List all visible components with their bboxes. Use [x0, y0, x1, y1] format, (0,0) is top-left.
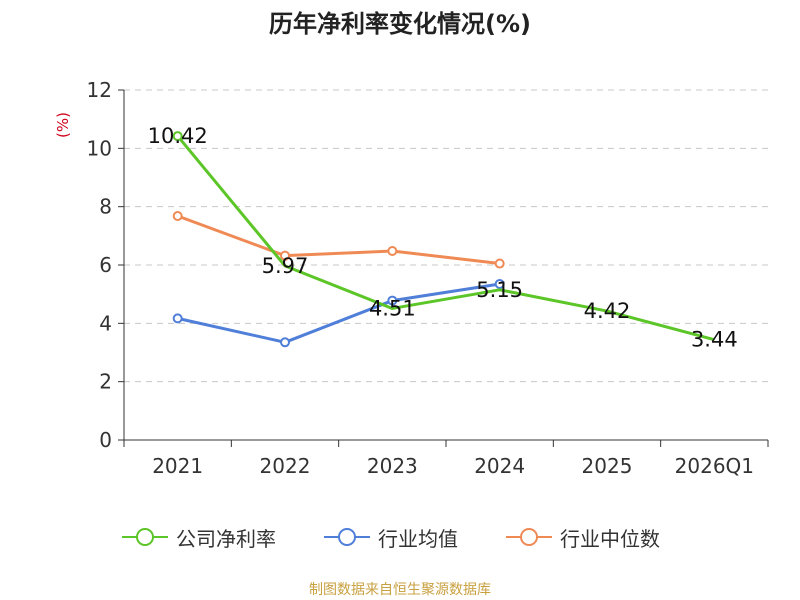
legend-item-industry-mean[interactable]: 行业均值	[322, 521, 458, 553]
legend-label: 行业均值	[378, 526, 458, 551]
y-tick-label: 4	[99, 311, 112, 335]
y-tick-label: 2	[99, 370, 112, 394]
data-point[interactable]	[387, 246, 398, 256]
data-point[interactable]	[172, 313, 183, 324]
data-point[interactable]	[280, 337, 290, 348]
data-labels: 10.42 5.97 4.51 5.15 4.42 3.44	[148, 124, 738, 352]
x-tick-label: 2021	[152, 454, 203, 478]
axes: 0 2 4 6 8 10 12 2021 2022 2023 2024 2025 2026Q1	[87, 78, 769, 478]
legend: 公司净利率 行业均值 行业中位数	[0, 521, 800, 553]
x-tick-label: 2026Q1	[675, 454, 754, 478]
data-point[interactable]	[172, 131, 183, 142]
data-label: 3.44	[691, 328, 738, 352]
x-tick-label: 2025	[582, 454, 633, 478]
grid-lines	[124, 89, 768, 383]
x-tick-label: 2023	[367, 454, 418, 478]
data-point[interactable]	[280, 250, 290, 261]
series-line-0	[176, 135, 715, 342]
data-point[interactable]	[172, 211, 183, 221]
data-point[interactable]	[387, 295, 398, 306]
legend-line-marker-icon	[122, 528, 168, 546]
data-label: 5.97	[262, 254, 309, 278]
legend-label: 行业中位数	[560, 526, 660, 551]
data-label: 4.42	[584, 299, 631, 323]
data-label: 10.42	[148, 124, 208, 148]
series-line-1	[177, 282, 500, 344]
data-label: 5.15	[476, 278, 523, 302]
legend-item-industry-median[interactable]: 行业中位数	[504, 521, 660, 553]
data-point[interactable]	[494, 258, 505, 269]
data-label: 4.51	[369, 296, 416, 320]
legend-label: 公司净利率	[176, 526, 276, 551]
series-line-2	[177, 214, 500, 266]
chart-title: 历年净利率变化情况(%)	[269, 10, 531, 38]
y-tick-label: 10	[87, 136, 112, 160]
legend-item-net-margin[interactable]: 公司净利率	[120, 521, 276, 553]
series-lines	[172, 131, 715, 348]
y-axis-label: (%)	[54, 112, 72, 138]
y-tick-label: 8	[99, 195, 112, 219]
legend-line-marker-icon	[506, 528, 552, 546]
y-tick-label: 0	[99, 428, 112, 452]
x-tick-label: 2022	[260, 454, 311, 478]
x-tick-label: 2024	[474, 454, 525, 478]
legend-line-marker-icon	[324, 528, 370, 546]
data-point[interactable]	[494, 278, 505, 289]
y-tick-label: 12	[87, 78, 112, 102]
source-caption: 制图数据来自恒生聚源数据库	[309, 582, 491, 598]
y-tick-label: 6	[99, 253, 112, 277]
